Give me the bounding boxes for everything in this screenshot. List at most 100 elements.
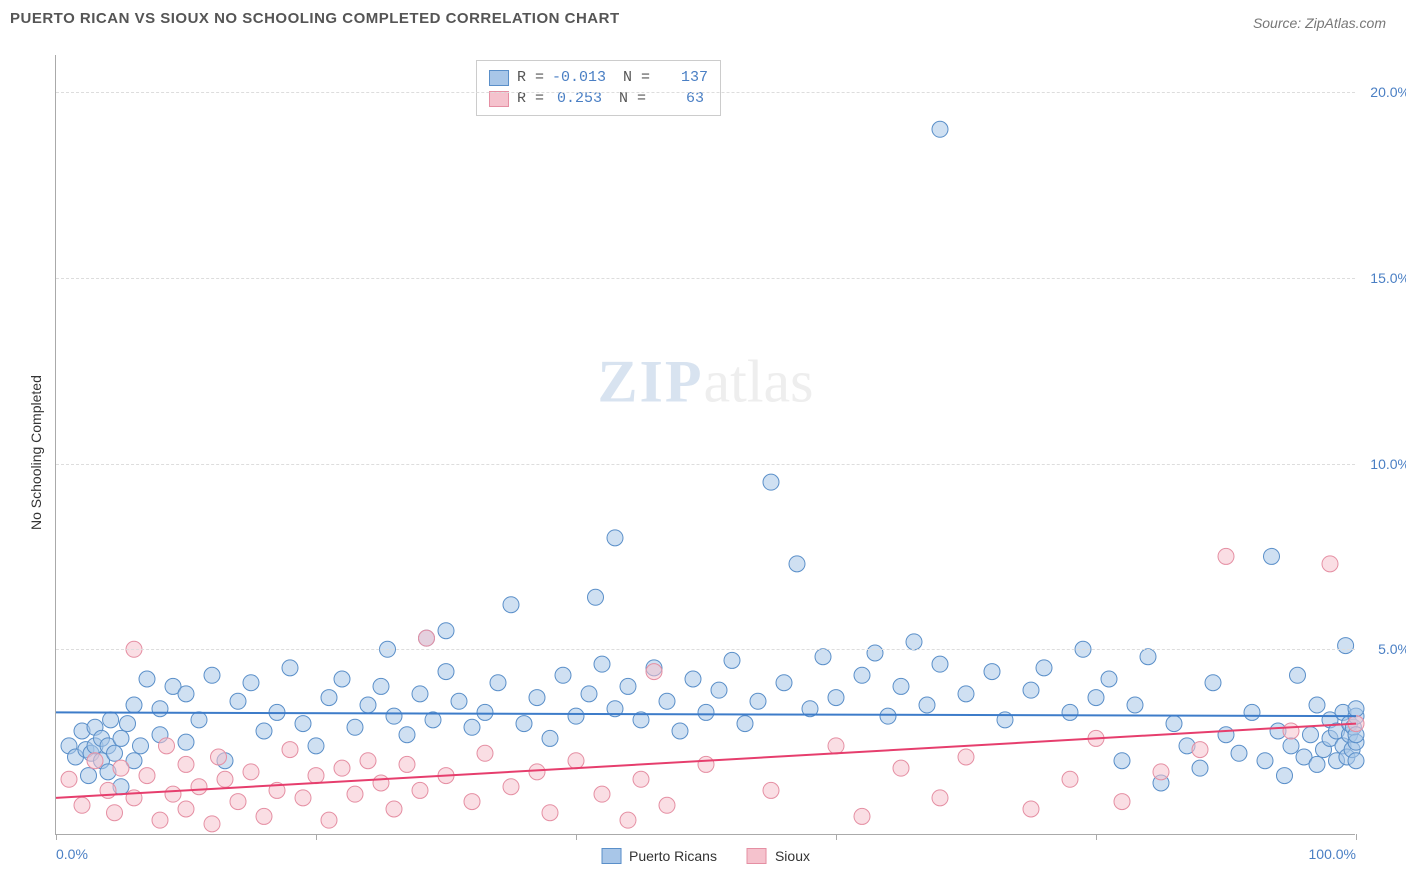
data-point[interactable]	[282, 660, 298, 676]
data-point[interactable]	[243, 764, 259, 780]
data-point[interactable]	[107, 805, 123, 821]
data-point[interactable]	[477, 704, 493, 720]
data-point[interactable]	[243, 675, 259, 691]
data-point[interactable]	[1140, 649, 1156, 665]
data-point[interactable]	[230, 794, 246, 810]
data-point[interactable]	[607, 530, 623, 546]
data-point[interactable]	[1283, 723, 1299, 739]
data-point[interactable]	[711, 682, 727, 698]
data-point[interactable]	[113, 760, 129, 776]
data-point[interactable]	[854, 667, 870, 683]
data-point[interactable]	[256, 723, 272, 739]
data-point[interactable]	[737, 716, 753, 732]
data-point[interactable]	[1153, 764, 1169, 780]
data-point[interactable]	[399, 756, 415, 772]
data-point[interactable]	[386, 708, 402, 724]
data-point[interactable]	[594, 786, 610, 802]
data-point[interactable]	[139, 768, 155, 784]
data-point[interactable]	[828, 738, 844, 754]
data-point[interactable]	[1218, 727, 1234, 743]
data-point[interactable]	[516, 716, 532, 732]
data-point[interactable]	[282, 742, 298, 758]
data-point[interactable]	[1205, 675, 1221, 691]
data-point[interactable]	[373, 678, 389, 694]
data-point[interactable]	[178, 756, 194, 772]
data-point[interactable]	[633, 771, 649, 787]
data-point[interactable]	[74, 797, 90, 813]
data-point[interactable]	[126, 697, 142, 713]
data-point[interactable]	[139, 671, 155, 687]
data-point[interactable]	[81, 768, 97, 784]
data-point[interactable]	[1322, 556, 1338, 572]
data-point[interactable]	[360, 753, 376, 769]
data-point[interactable]	[1114, 794, 1130, 810]
data-point[interactable]	[1088, 690, 1104, 706]
data-point[interactable]	[932, 656, 948, 672]
data-point[interactable]	[133, 738, 149, 754]
data-point[interactable]	[61, 771, 77, 787]
data-point[interactable]	[581, 686, 597, 702]
data-point[interactable]	[555, 667, 571, 683]
data-point[interactable]	[1062, 704, 1078, 720]
data-point[interactable]	[1101, 671, 1117, 687]
data-point[interactable]	[204, 816, 220, 832]
data-point[interactable]	[542, 805, 558, 821]
data-point[interactable]	[1264, 548, 1280, 564]
data-point[interactable]	[880, 708, 896, 724]
data-point[interactable]	[750, 693, 766, 709]
data-point[interactable]	[698, 756, 714, 772]
data-point[interactable]	[321, 812, 337, 828]
data-point[interactable]	[1290, 667, 1306, 683]
data-point[interactable]	[503, 779, 519, 795]
data-point[interactable]	[568, 708, 584, 724]
data-point[interactable]	[490, 675, 506, 691]
data-point[interactable]	[1277, 768, 1293, 784]
data-point[interactable]	[893, 678, 909, 694]
data-point[interactable]	[1309, 756, 1325, 772]
data-point[interactable]	[958, 749, 974, 765]
data-point[interactable]	[620, 678, 636, 694]
data-point[interactable]	[1127, 697, 1143, 713]
data-point[interactable]	[87, 753, 103, 769]
data-point[interactable]	[152, 701, 168, 717]
data-point[interactable]	[659, 693, 675, 709]
data-point[interactable]	[178, 801, 194, 817]
data-point[interactable]	[763, 474, 779, 490]
data-point[interactable]	[373, 775, 389, 791]
data-point[interactable]	[360, 697, 376, 713]
data-point[interactable]	[295, 716, 311, 732]
data-point[interactable]	[529, 764, 545, 780]
data-point[interactable]	[984, 664, 1000, 680]
data-point[interactable]	[412, 686, 428, 702]
data-point[interactable]	[1348, 753, 1364, 769]
data-point[interactable]	[919, 697, 935, 713]
data-point[interactable]	[178, 734, 194, 750]
data-point[interactable]	[867, 645, 883, 661]
data-point[interactable]	[594, 656, 610, 672]
data-point[interactable]	[204, 667, 220, 683]
data-point[interactable]	[211, 749, 227, 765]
data-point[interactable]	[724, 652, 740, 668]
data-point[interactable]	[464, 794, 480, 810]
data-point[interactable]	[308, 768, 324, 784]
data-point[interactable]	[107, 745, 123, 761]
data-point[interactable]	[1114, 753, 1130, 769]
data-point[interactable]	[451, 693, 467, 709]
data-point[interactable]	[438, 623, 454, 639]
data-point[interactable]	[477, 745, 493, 761]
data-point[interactable]	[854, 808, 870, 824]
data-point[interactable]	[152, 812, 168, 828]
data-point[interactable]	[295, 790, 311, 806]
data-point[interactable]	[1036, 660, 1052, 676]
data-point[interactable]	[1218, 548, 1234, 564]
data-point[interactable]	[763, 782, 779, 798]
data-point[interactable]	[1244, 704, 1260, 720]
data-point[interactable]	[321, 690, 337, 706]
data-point[interactable]	[1309, 697, 1325, 713]
data-point[interactable]	[698, 704, 714, 720]
data-point[interactable]	[1231, 745, 1247, 761]
data-point[interactable]	[503, 597, 519, 613]
data-point[interactable]	[113, 730, 129, 746]
data-point[interactable]	[165, 786, 181, 802]
data-point[interactable]	[906, 634, 922, 650]
